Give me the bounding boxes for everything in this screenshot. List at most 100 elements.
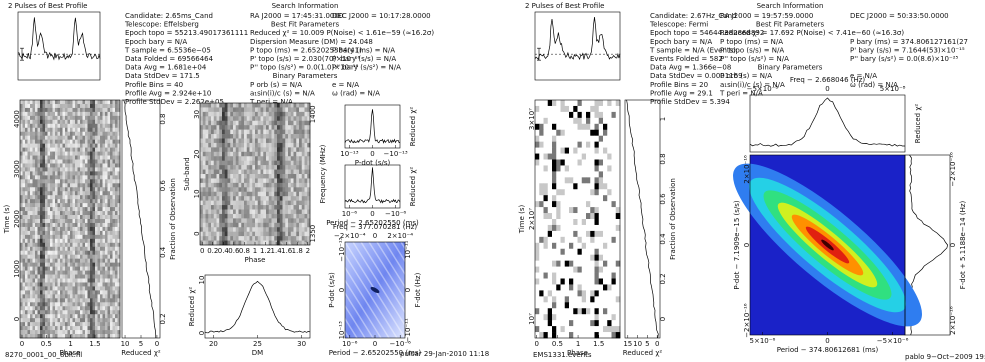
pixel: [539, 254, 544, 261]
pixel: [569, 320, 574, 327]
pixel: [216, 156, 220, 161]
pixel: [271, 156, 275, 161]
x2-tick-label: 0: [373, 232, 377, 240]
pixel: [249, 231, 253, 237]
pixel: [266, 156, 270, 161]
pixel: [95, 207, 98, 212]
pixel: [307, 151, 311, 157]
pixel: [107, 139, 111, 144]
pixel: [62, 250, 66, 255]
pixel: [586, 272, 591, 279]
pixel: [307, 236, 311, 241]
pixel: [97, 119, 101, 125]
pixel: [539, 278, 544, 285]
pixel: [87, 282, 91, 287]
pixel: [52, 219, 56, 224]
pixel: [238, 205, 242, 210]
pixel: [97, 127, 101, 133]
pixel: [72, 203, 76, 208]
pixel: [552, 165, 557, 172]
y2-tick-label: 1400: [309, 105, 317, 123]
pixel: [564, 213, 570, 220]
y2-tick-label: 1350: [309, 225, 317, 243]
pixel: [539, 260, 544, 267]
pixel: [224, 142, 228, 148]
pixel: [543, 183, 549, 190]
pixel: [263, 182, 267, 188]
pixel: [37, 334, 41, 339]
pixel: [271, 222, 275, 228]
pixel: [235, 169, 239, 175]
pixel: [573, 278, 578, 285]
pixel: [52, 270, 56, 275]
pixel: [594, 260, 600, 267]
pixel: [260, 169, 264, 175]
pixel: [67, 278, 71, 283]
pixel: [277, 129, 281, 135]
pixel: [279, 213, 283, 219]
pixel: [57, 215, 61, 220]
pixel: [40, 270, 43, 275]
pixel: [82, 254, 86, 259]
pixel: [30, 155, 33, 160]
pixel: [590, 213, 595, 220]
pixel: [277, 222, 281, 228]
pixel: [115, 222, 118, 228]
pixel: [85, 203, 88, 208]
pixel: [45, 103, 48, 109]
pixel: [611, 135, 617, 142]
pixel: [230, 103, 234, 108]
pixel: [252, 142, 256, 148]
pixel: [293, 227, 297, 232]
pixel: [60, 314, 63, 319]
pixel: [67, 262, 71, 267]
pixel: [92, 187, 96, 192]
pixel: [238, 174, 242, 179]
pixel: [100, 203, 103, 208]
pixel: [25, 302, 28, 307]
pixel: [20, 100, 23, 105]
pixel: [92, 318, 96, 323]
pixel: [72, 254, 76, 259]
pixel: [47, 207, 51, 212]
pixel: [40, 103, 43, 109]
pixel: [257, 178, 261, 184]
pixel: [37, 266, 41, 271]
pixel: [569, 183, 574, 190]
pixel: [603, 171, 608, 178]
pixel: [241, 222, 245, 228]
pixel: [282, 200, 286, 206]
pixel: [573, 260, 578, 267]
pixel: [75, 115, 78, 121]
pixel: [92, 100, 96, 105]
pixel: [92, 334, 96, 339]
pixel: [213, 231, 217, 237]
pixel: [50, 250, 53, 255]
pixel: [47, 191, 51, 196]
pixel: [282, 205, 286, 210]
pixel: [573, 320, 578, 327]
pixel: [62, 135, 66, 140]
profile-frame: [17, 11, 101, 81]
pixel: [77, 290, 81, 295]
pixel: [560, 236, 566, 244]
pixel: [40, 334, 43, 339]
pixel: [40, 179, 43, 184]
pixel: [27, 322, 31, 327]
pixel: [581, 284, 587, 291]
pixel: [590, 272, 595, 279]
pixel: [577, 111, 583, 119]
pixel: [100, 234, 103, 240]
pixel: [252, 156, 256, 161]
pixel: [110, 191, 113, 196]
pixel: [238, 120, 242, 126]
pixel: [105, 318, 108, 323]
pixel: [290, 147, 294, 153]
pixel: [208, 209, 212, 215]
pixel: [249, 200, 253, 206]
pixel: [586, 117, 591, 125]
pixel: [65, 270, 68, 275]
pixel: [257, 174, 261, 179]
pixel: [67, 310, 71, 315]
pixel: [547, 165, 553, 172]
